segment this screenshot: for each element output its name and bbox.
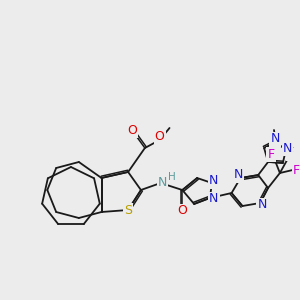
Text: N: N (270, 133, 280, 146)
Text: N: N (209, 175, 219, 188)
Text: F: F (268, 148, 274, 160)
Text: S: S (124, 203, 132, 217)
Text: N: N (257, 199, 267, 212)
Text: O: O (155, 130, 165, 142)
Text: N: N (234, 169, 243, 182)
Text: N: N (209, 193, 219, 206)
Text: N: N (158, 176, 167, 188)
Text: O: O (177, 205, 187, 218)
Text: F: F (287, 146, 294, 160)
Text: H: H (168, 172, 176, 182)
Text: F: F (293, 164, 300, 178)
Text: O: O (127, 124, 137, 136)
Text: N: N (283, 142, 292, 154)
